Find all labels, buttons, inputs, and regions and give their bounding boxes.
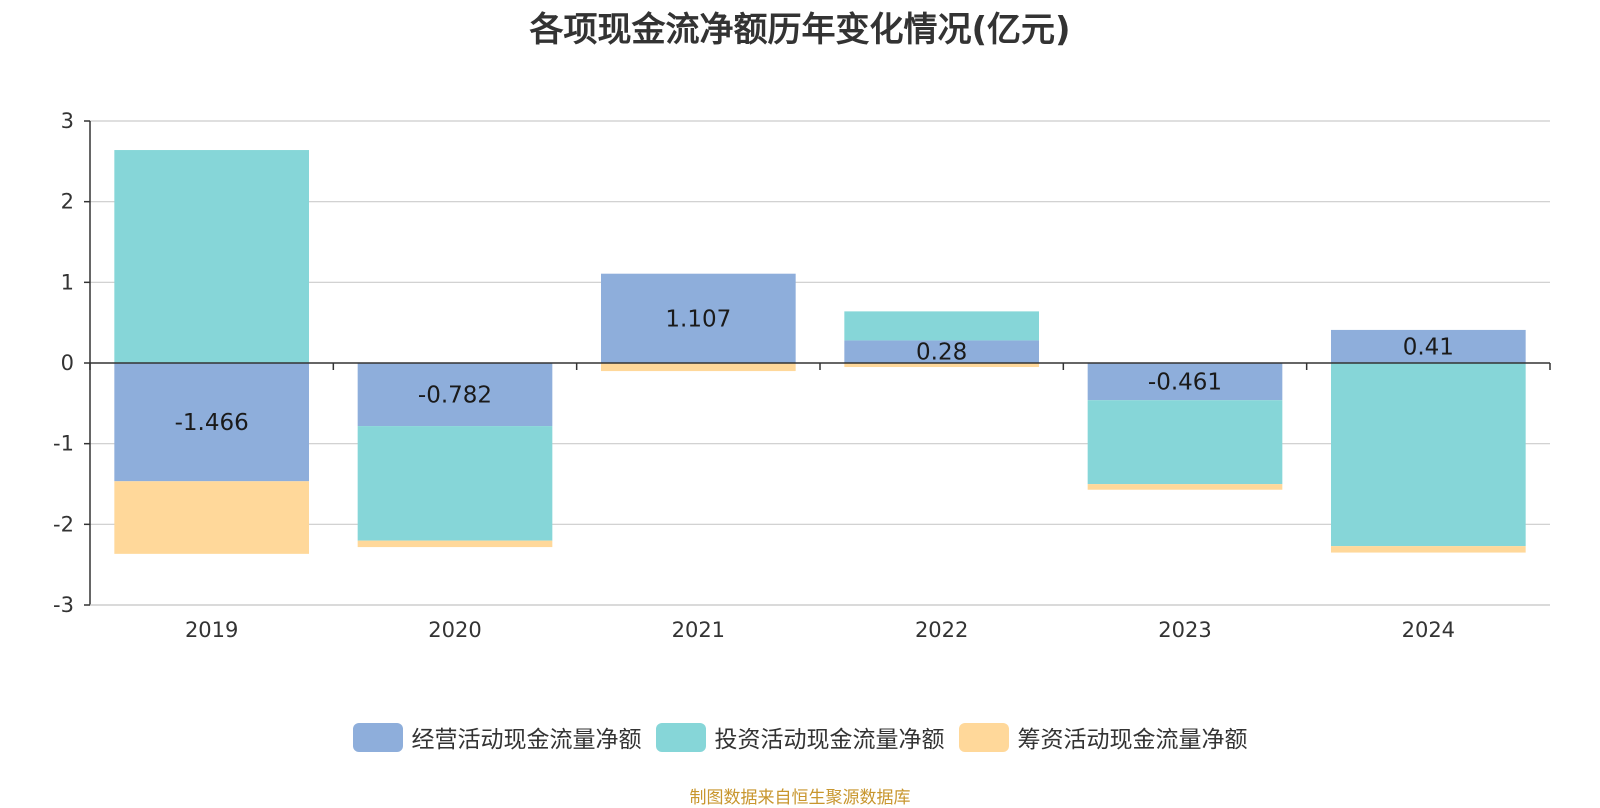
x-tick-label: 2019 — [185, 618, 238, 642]
legend-item[interactable]: 筹资活动现金流量净额 — [958, 720, 1248, 754]
bar-2024-series-2 — [1331, 546, 1526, 553]
axes: 3 2 1 0 -1 -2 -3 2019 2020 2021 2022 2023 2024 — [53, 109, 1551, 642]
data-label: 0.41 — [1403, 334, 1454, 360]
bar-2020-series-2 — [357, 540, 553, 548]
legend-swatch — [352, 722, 403, 752]
y-tick-label: -3 — [53, 593, 74, 617]
data-label: 0.28 — [916, 340, 967, 366]
legend-label: 筹资活动现金流量净额 — [1017, 727, 1248, 753]
bar-2022-series-0 — [844, 340, 1039, 363]
x-tick-label: 2023 — [1158, 618, 1211, 642]
chart-plot: 3 2 1 0 -1 -2 -3 2019 2020 2021 2022 2023 2024 -1.46… — [53, 109, 1551, 642]
y-tick-label: -1 — [53, 432, 74, 456]
y-tick-label: 3 — [61, 109, 74, 133]
bar-2019-series-1 — [114, 150, 309, 363]
bar-2020-series-1 — [357, 426, 553, 541]
bar-2021-series-2 — [601, 363, 796, 372]
legend: 经营活动现金流量净额 投资活动现金流量净额 筹资活动现金流量净额 — [0, 720, 1600, 754]
legend-item[interactable]: 经营活动现金流量净额 — [352, 720, 642, 754]
bar-2024-series-0 — [1331, 329, 1526, 363]
data-labels: -1.466 -0.782 1.107 0.28 -0.461 0.41 — [175, 306, 1454, 436]
bar-2019-series-0 — [114, 363, 309, 482]
legend-item[interactable]: 投资活动现金流量净额 — [655, 720, 945, 754]
legend-label: 经营活动现金流量净额 — [411, 727, 642, 753]
bar-2022-series-2 — [844, 363, 1039, 368]
bar-2019-series-2 — [114, 481, 309, 554]
data-label: -0.461 — [1148, 370, 1222, 396]
bar-2023-series-2 — [1087, 484, 1283, 490]
chart-title: 各项现金流净额历年变化情况(亿元) — [529, 10, 1071, 50]
source-note: 制图数据来自恒生聚源数据库 — [689, 788, 911, 808]
bar-2021-series-0 — [601, 273, 796, 363]
bar-2020-series-0 — [357, 363, 553, 427]
x-tick-label: 2024 — [1402, 618, 1455, 642]
data-label: 1.107 — [665, 306, 731, 332]
bar-2022-series-1 — [844, 311, 1039, 341]
y-tick-label: 0 — [61, 351, 74, 375]
legend-label: 投资活动现金流量净额 — [714, 727, 945, 753]
bars — [114, 150, 1526, 554]
data-label: -0.782 — [418, 383, 492, 409]
y-tick-label: 1 — [61, 270, 74, 294]
y-tick-label: -2 — [53, 512, 74, 536]
data-label: -1.466 — [175, 410, 249, 436]
legend-swatch — [655, 722, 706, 752]
x-tick-label: 2020 — [428, 618, 481, 642]
bar-2023-series-0 — [1087, 363, 1283, 401]
y-tick-label: 2 — [61, 190, 74, 214]
bar-2023-series-1 — [1087, 400, 1283, 485]
legend-swatch — [958, 722, 1009, 752]
x-tick-label: 2022 — [915, 618, 968, 642]
x-tick-label: 2021 — [672, 618, 725, 642]
bar-2024-series-1 — [1331, 363, 1526, 547]
